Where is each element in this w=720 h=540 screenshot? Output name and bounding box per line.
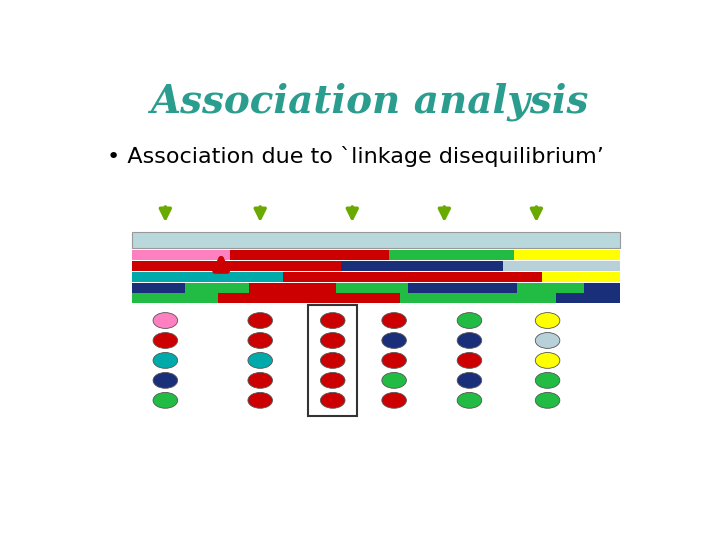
Ellipse shape: [153, 333, 178, 348]
Ellipse shape: [535, 313, 560, 328]
Ellipse shape: [320, 393, 345, 408]
Ellipse shape: [457, 373, 482, 388]
Ellipse shape: [535, 373, 560, 388]
Bar: [408, 282, 517, 293]
Bar: [218, 293, 400, 303]
Ellipse shape: [457, 313, 482, 328]
Ellipse shape: [382, 353, 406, 368]
Ellipse shape: [535, 393, 560, 408]
Bar: [517, 282, 584, 293]
Bar: [514, 250, 620, 260]
Ellipse shape: [320, 313, 345, 328]
Ellipse shape: [320, 333, 345, 348]
Bar: [556, 293, 620, 303]
Bar: [503, 261, 620, 271]
Bar: [132, 293, 218, 303]
Bar: [185, 282, 249, 293]
Bar: [584, 282, 620, 293]
Bar: [282, 272, 542, 282]
Ellipse shape: [535, 353, 560, 368]
Ellipse shape: [457, 333, 482, 348]
Ellipse shape: [153, 393, 178, 408]
Ellipse shape: [382, 393, 406, 408]
Bar: [341, 261, 503, 271]
Ellipse shape: [535, 333, 560, 348]
Ellipse shape: [320, 373, 345, 388]
Ellipse shape: [248, 393, 272, 408]
Ellipse shape: [457, 393, 482, 408]
Ellipse shape: [248, 373, 272, 388]
Ellipse shape: [382, 333, 406, 348]
Bar: [542, 272, 620, 282]
Ellipse shape: [248, 353, 272, 368]
Bar: [249, 282, 336, 293]
Ellipse shape: [382, 373, 406, 388]
Ellipse shape: [457, 353, 482, 368]
Bar: [132, 250, 230, 260]
Bar: [336, 282, 408, 293]
Ellipse shape: [153, 353, 178, 368]
Bar: [132, 282, 185, 293]
Bar: [230, 250, 389, 260]
Bar: [132, 232, 620, 248]
Ellipse shape: [153, 373, 178, 388]
Ellipse shape: [248, 313, 272, 328]
Ellipse shape: [320, 353, 345, 368]
Text: • Association due to `linkage disequilibrium’: • Association due to `linkage disequilib…: [107, 146, 603, 167]
Bar: [400, 293, 556, 303]
Bar: [132, 272, 282, 282]
Text: Association analysis: Association analysis: [150, 83, 588, 122]
Ellipse shape: [153, 313, 178, 328]
Ellipse shape: [382, 313, 406, 328]
Bar: [132, 261, 341, 271]
Ellipse shape: [248, 333, 272, 348]
Bar: [389, 250, 514, 260]
Bar: [308, 305, 357, 416]
